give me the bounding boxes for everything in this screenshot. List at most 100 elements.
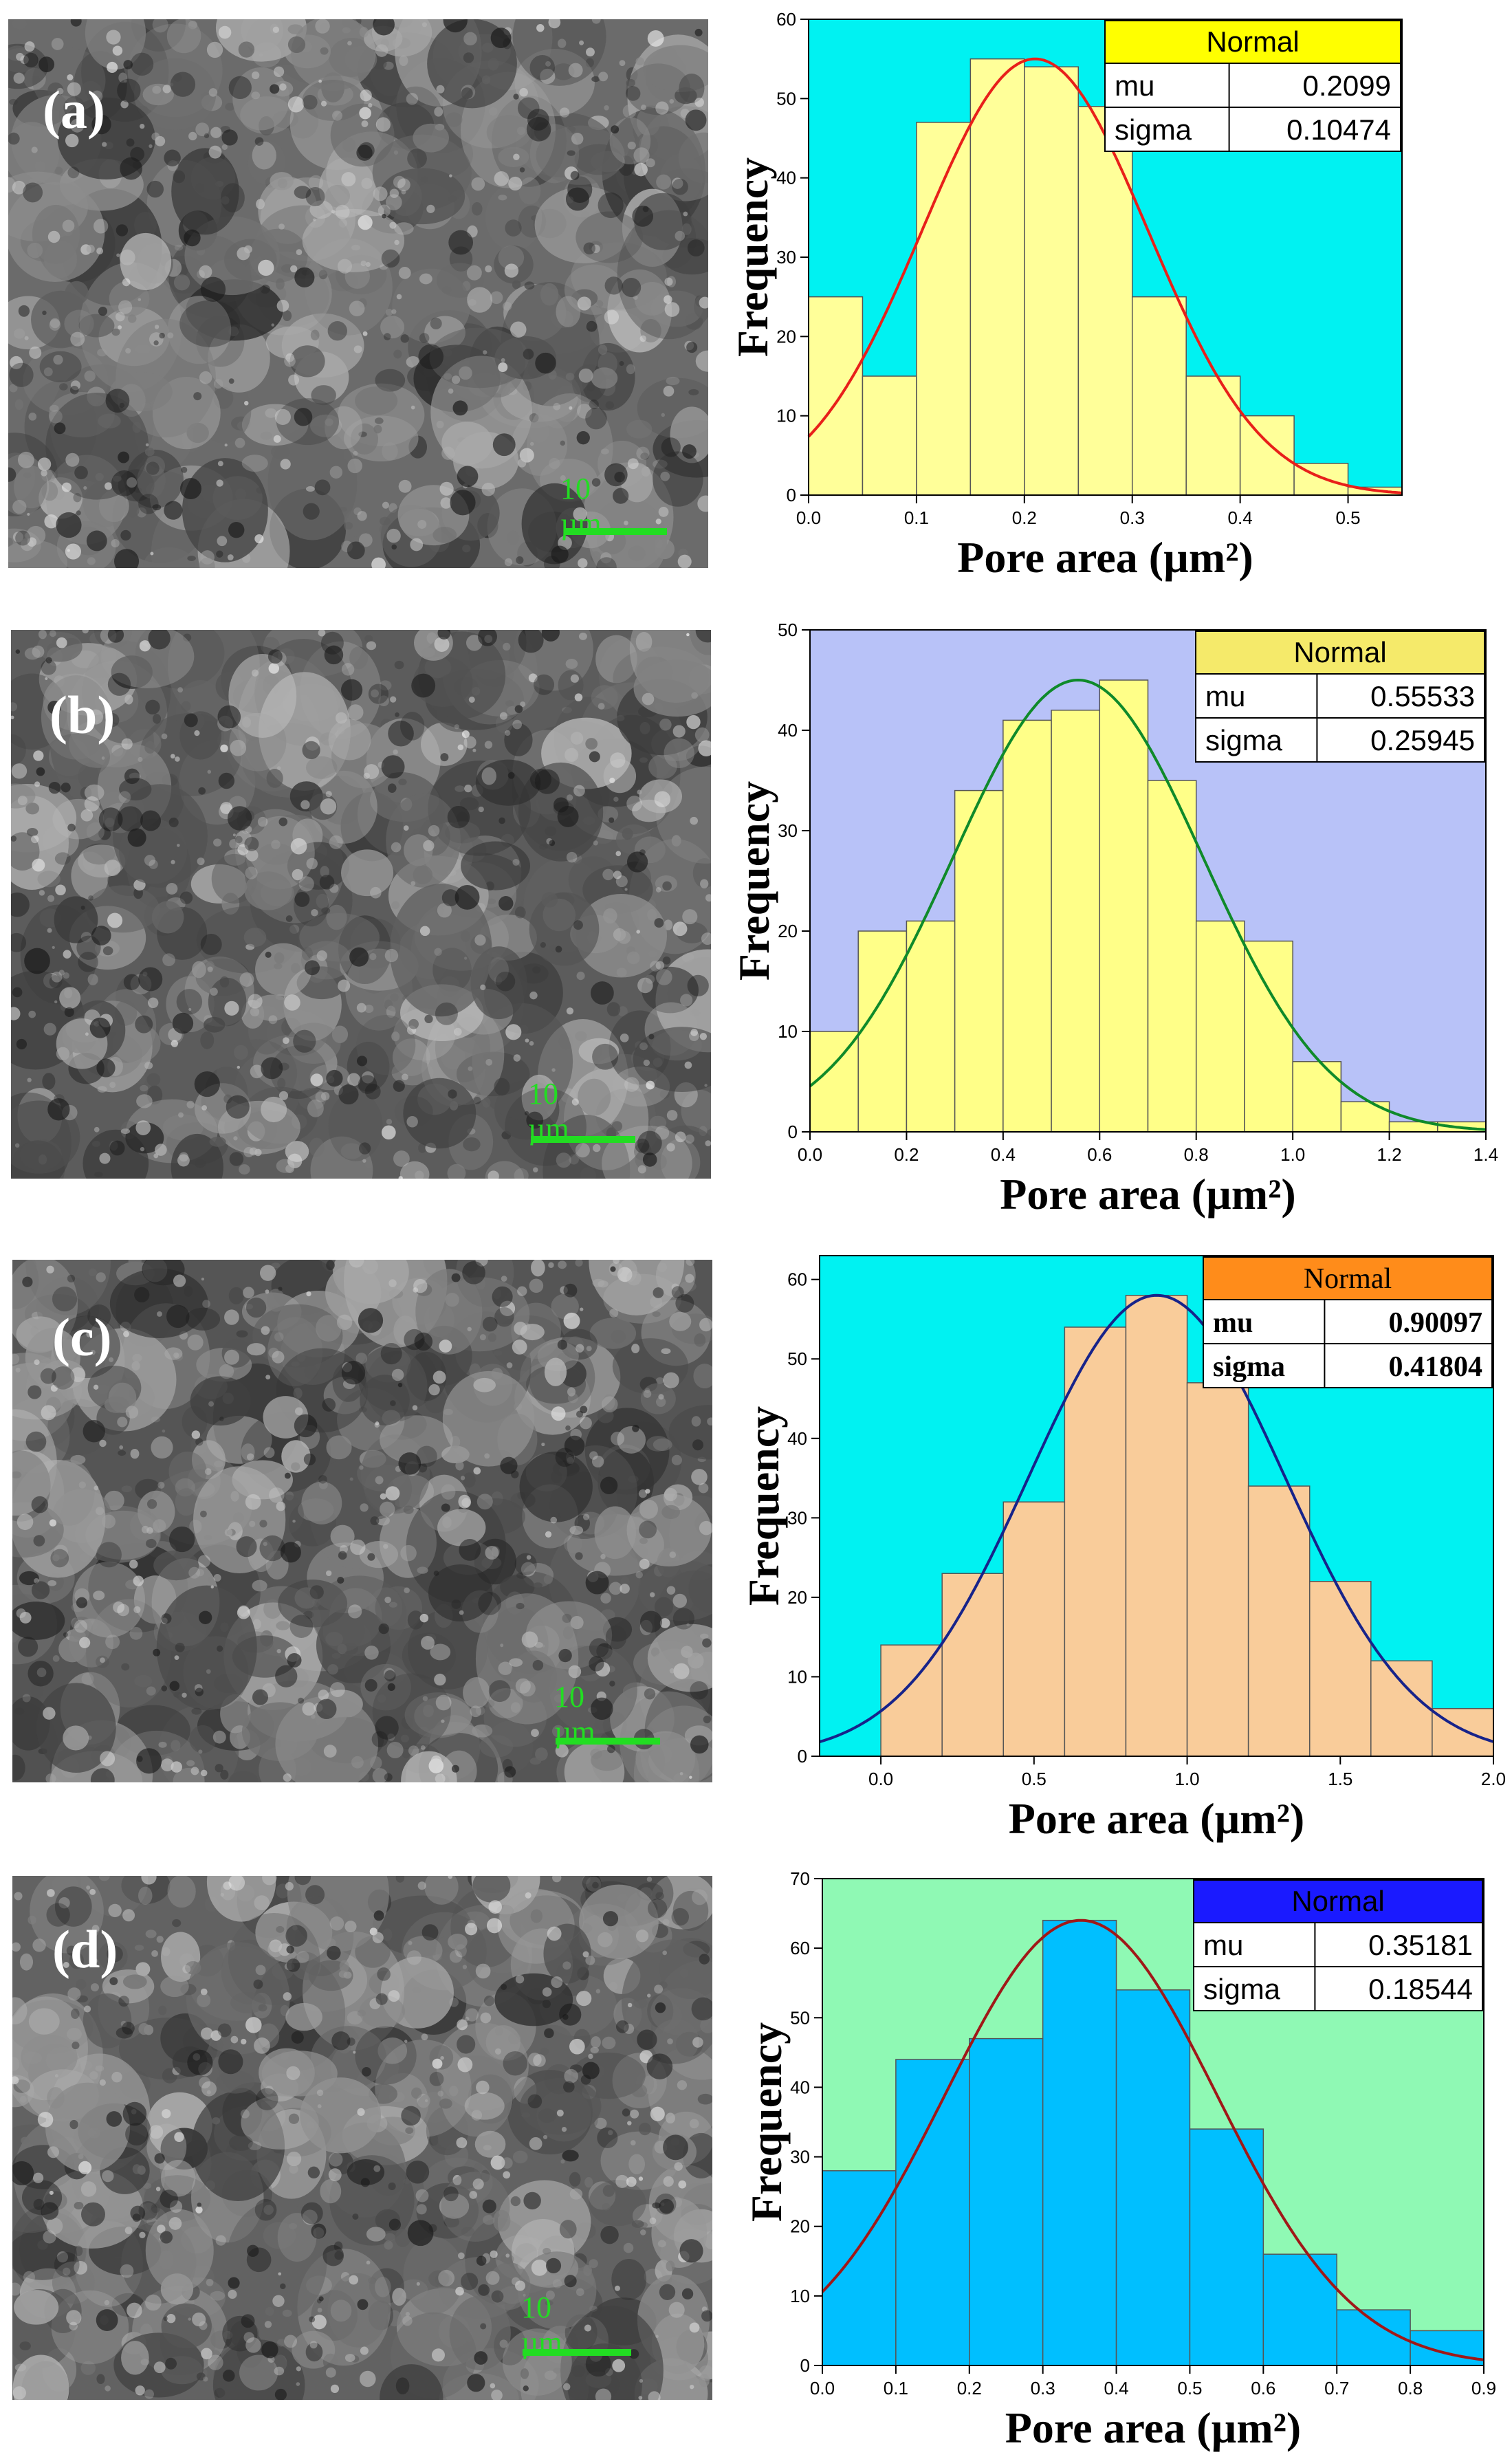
legend-param-name: mu xyxy=(1115,69,1154,102)
fit-legend: Normal mu 0.2099 sigma 0.10474 xyxy=(1104,20,1401,152)
histogram-bar xyxy=(941,1573,1005,1757)
x-tick-label: 0.8 xyxy=(1398,2378,1423,2398)
histogram-bar xyxy=(862,375,917,496)
x-tick-label: 1.4 xyxy=(1473,1144,1498,1165)
histogram-bar xyxy=(1042,1919,1117,2366)
legend-param-name: sigma xyxy=(1205,724,1283,756)
legend-param-name: sigma xyxy=(1203,1973,1281,2005)
histogram-bar xyxy=(809,1031,859,1133)
y-tick-label: 30 xyxy=(787,1507,807,1528)
sem-image xyxy=(11,630,711,1179)
legend-param-value: 0.25945 xyxy=(1370,724,1475,756)
y-axis-label: Frequency xyxy=(742,2022,791,2222)
y-axis-label: Frequency xyxy=(730,781,778,981)
x-tick-label: 0.6 xyxy=(1087,1144,1112,1165)
x-tick-label: 0.6 xyxy=(1251,2378,1275,2398)
y-tick-label: 10 xyxy=(776,406,796,426)
x-tick-label: 1.5 xyxy=(1328,1769,1352,1789)
normal-fit-curve xyxy=(809,678,1487,1131)
x-axis-label: Pore area (µm²) xyxy=(1005,2403,1301,2452)
y-tick-label: 20 xyxy=(776,326,796,347)
legend-param-value: 0.18544 xyxy=(1368,1973,1473,2005)
y-tick-label: 60 xyxy=(776,9,796,30)
y-tick-label: 50 xyxy=(778,620,798,640)
y-tick-label: 60 xyxy=(790,1938,810,1958)
sem-image xyxy=(12,1876,712,2400)
histogram-bar xyxy=(1195,920,1245,1133)
x-tick-label: 2.0 xyxy=(1481,1769,1506,1789)
x-tick-label: 0.2 xyxy=(894,1144,919,1165)
x-tick-label: 0.4 xyxy=(1104,2378,1128,2398)
y-tick-label: 10 xyxy=(790,2286,810,2306)
histogram-bar xyxy=(1262,2253,1337,2366)
x-tick-label: 1.2 xyxy=(1377,1144,1401,1165)
histogram-bar xyxy=(1239,415,1295,496)
legend-param-name: mu xyxy=(1213,1307,1253,1339)
legend-param-value: 0.90097 xyxy=(1389,1307,1483,1339)
histogram-bar xyxy=(822,2170,897,2366)
x-axis-label: Pore area (µm²) xyxy=(1000,1170,1295,1218)
x-axis-label: Pore area (µm²) xyxy=(957,533,1253,582)
legend-param-value: 0.35181 xyxy=(1368,1929,1473,1961)
histogram-bar xyxy=(1002,719,1052,1133)
histogram-bar xyxy=(1077,106,1133,496)
x-tick-label: 0.1 xyxy=(904,507,929,528)
x-tick-label: 0.9 xyxy=(1471,2378,1496,2398)
histogram-bar xyxy=(1024,66,1080,496)
y-tick-label: 30 xyxy=(778,820,798,841)
legend-param-name: mu xyxy=(1205,680,1245,712)
scale-bar xyxy=(531,1136,635,1143)
panel-label: (c) xyxy=(52,1307,112,1367)
scale-bar xyxy=(564,528,667,535)
legend-param-value: 0.2099 xyxy=(1303,69,1391,102)
legend-title: Normal xyxy=(1293,636,1386,668)
y-axis-label: Frequency xyxy=(728,157,777,357)
y-tick-label: 50 xyxy=(790,2007,810,2028)
sem-texture xyxy=(11,630,711,1179)
x-tick-label: 0.3 xyxy=(1120,507,1145,528)
histogram-bar xyxy=(1189,2128,1264,2366)
scale-bar xyxy=(523,2349,631,2356)
histogram-bar xyxy=(1308,1581,1372,1757)
histogram-bar xyxy=(906,920,956,1133)
histogram-bar xyxy=(1244,940,1293,1133)
sem-texture xyxy=(12,1876,712,2400)
y-tick-label: 0 xyxy=(800,2355,810,2376)
histogram-chart: 0 10 20 30 40 50 0.0 0.2 0.4 0.6 0.8 1.0 1.2 1.4 Pore … xyxy=(730,620,1498,1218)
histogram-bar xyxy=(1099,679,1149,1133)
x-tick-label: 1.0 xyxy=(1174,1769,1199,1789)
y-tick-label: 40 xyxy=(790,2077,810,2097)
histogram-bar xyxy=(857,930,908,1133)
histogram-bar xyxy=(954,789,1004,1133)
histogram-bar xyxy=(1247,1485,1311,1757)
y-tick-label: 50 xyxy=(787,1348,807,1369)
y-tick-label: 60 xyxy=(787,1269,807,1290)
legend-param-value: 0.41804 xyxy=(1389,1351,1483,1383)
y-tick-label: 40 xyxy=(776,168,796,188)
x-tick-label: 0.5 xyxy=(1177,2378,1202,2398)
histogram-bar xyxy=(1002,1501,1066,1757)
y-tick-label: 30 xyxy=(776,247,796,267)
histogram-bar xyxy=(1147,780,1197,1133)
y-tick-label: 0 xyxy=(788,1122,798,1142)
x-tick-label: 0.5 xyxy=(1335,507,1360,528)
normal-fit-curve xyxy=(821,1919,1484,2361)
y-tick-label: 70 xyxy=(790,1868,810,1889)
histogram-bar xyxy=(1051,710,1101,1133)
sem-image xyxy=(8,19,708,568)
y-tick-label: 0 xyxy=(787,485,796,505)
x-tick-label: 0.0 xyxy=(796,507,821,528)
histogram-chart: 0 10 20 30 40 50 60 0.0 0.1 0.2 0.3 0.4 0.5 Pore area… xyxy=(728,9,1403,582)
x-axis-label: Pore area (µm²) xyxy=(1009,1794,1304,1843)
sem-image xyxy=(12,1260,712,1782)
legend-param-name: mu xyxy=(1203,1929,1243,1961)
x-tick-label: 0.0 xyxy=(798,1144,822,1165)
panel-label: (a) xyxy=(43,80,105,140)
fit-legend: Normal mu 0.55533 sigma 0.25945 xyxy=(1195,631,1485,763)
scale-bar xyxy=(556,1738,660,1745)
histogram-bar xyxy=(1115,1989,1191,2366)
y-tick-label: 20 xyxy=(790,2216,810,2237)
histogram-bar xyxy=(1185,375,1241,496)
x-tick-label: 0.2 xyxy=(957,2378,982,2398)
x-tick-label: 0.4 xyxy=(1228,507,1253,528)
